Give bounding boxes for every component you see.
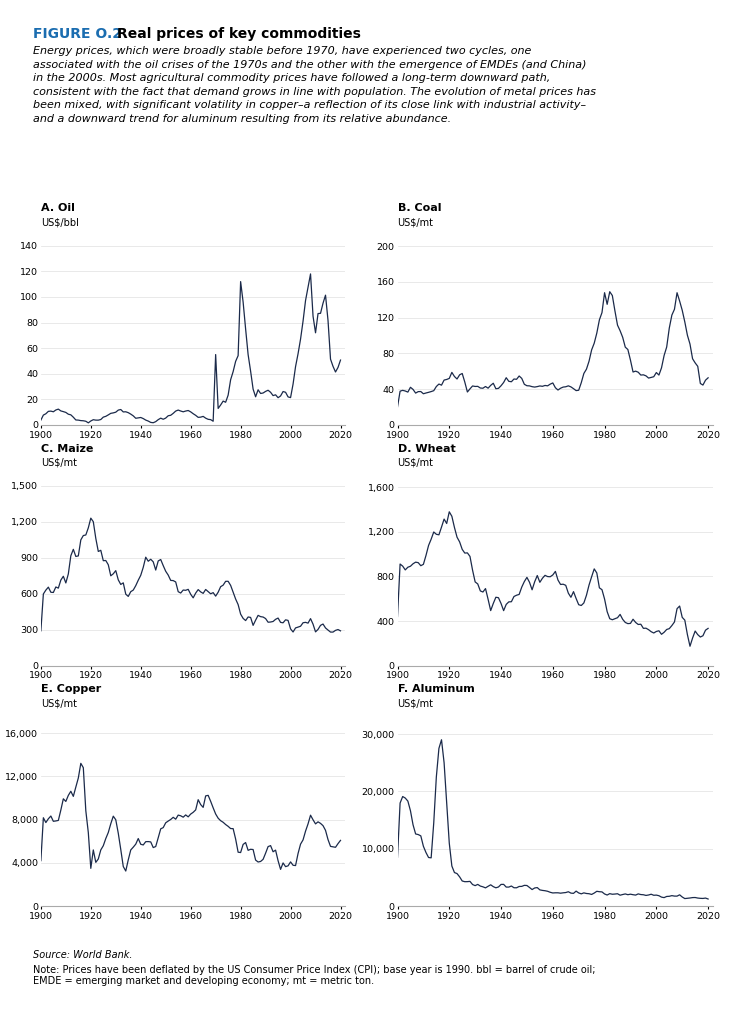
Text: Real prices of key commodities: Real prices of key commodities bbox=[117, 27, 361, 41]
Text: US$/mt: US$/mt bbox=[41, 458, 77, 468]
Text: Energy prices, which were broadly stable before 1970, have experienced two cycle: Energy prices, which were broadly stable… bbox=[33, 46, 597, 124]
Text: F. Aluminum: F. Aluminum bbox=[398, 684, 474, 694]
Text: US$/bbl: US$/bbl bbox=[41, 217, 79, 227]
Text: B. Coal: B. Coal bbox=[398, 203, 441, 213]
Text: US$/mt: US$/mt bbox=[41, 698, 77, 709]
Text: US$/mt: US$/mt bbox=[398, 458, 433, 468]
Text: US$/mt: US$/mt bbox=[398, 698, 433, 709]
Text: Note: Prices have been deflated by the US Consumer Price Index (CPI); base year : Note: Prices have been deflated by the U… bbox=[33, 965, 596, 986]
Text: A. Oil: A. Oil bbox=[41, 203, 75, 213]
Text: E. Copper: E. Copper bbox=[41, 684, 101, 694]
Text: FIGURE O.2: FIGURE O.2 bbox=[33, 27, 123, 41]
Text: D. Wheat: D. Wheat bbox=[398, 443, 455, 454]
Text: Source: World Bank.: Source: World Bank. bbox=[33, 950, 133, 961]
Text: US$/mt: US$/mt bbox=[398, 217, 433, 227]
Text: C. Maize: C. Maize bbox=[41, 443, 93, 454]
